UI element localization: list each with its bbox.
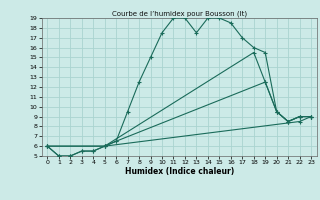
X-axis label: Humidex (Indice chaleur): Humidex (Indice chaleur) [124, 167, 234, 176]
Title: Courbe de l’humidex pour Bousson (It): Courbe de l’humidex pour Bousson (It) [112, 10, 247, 17]
